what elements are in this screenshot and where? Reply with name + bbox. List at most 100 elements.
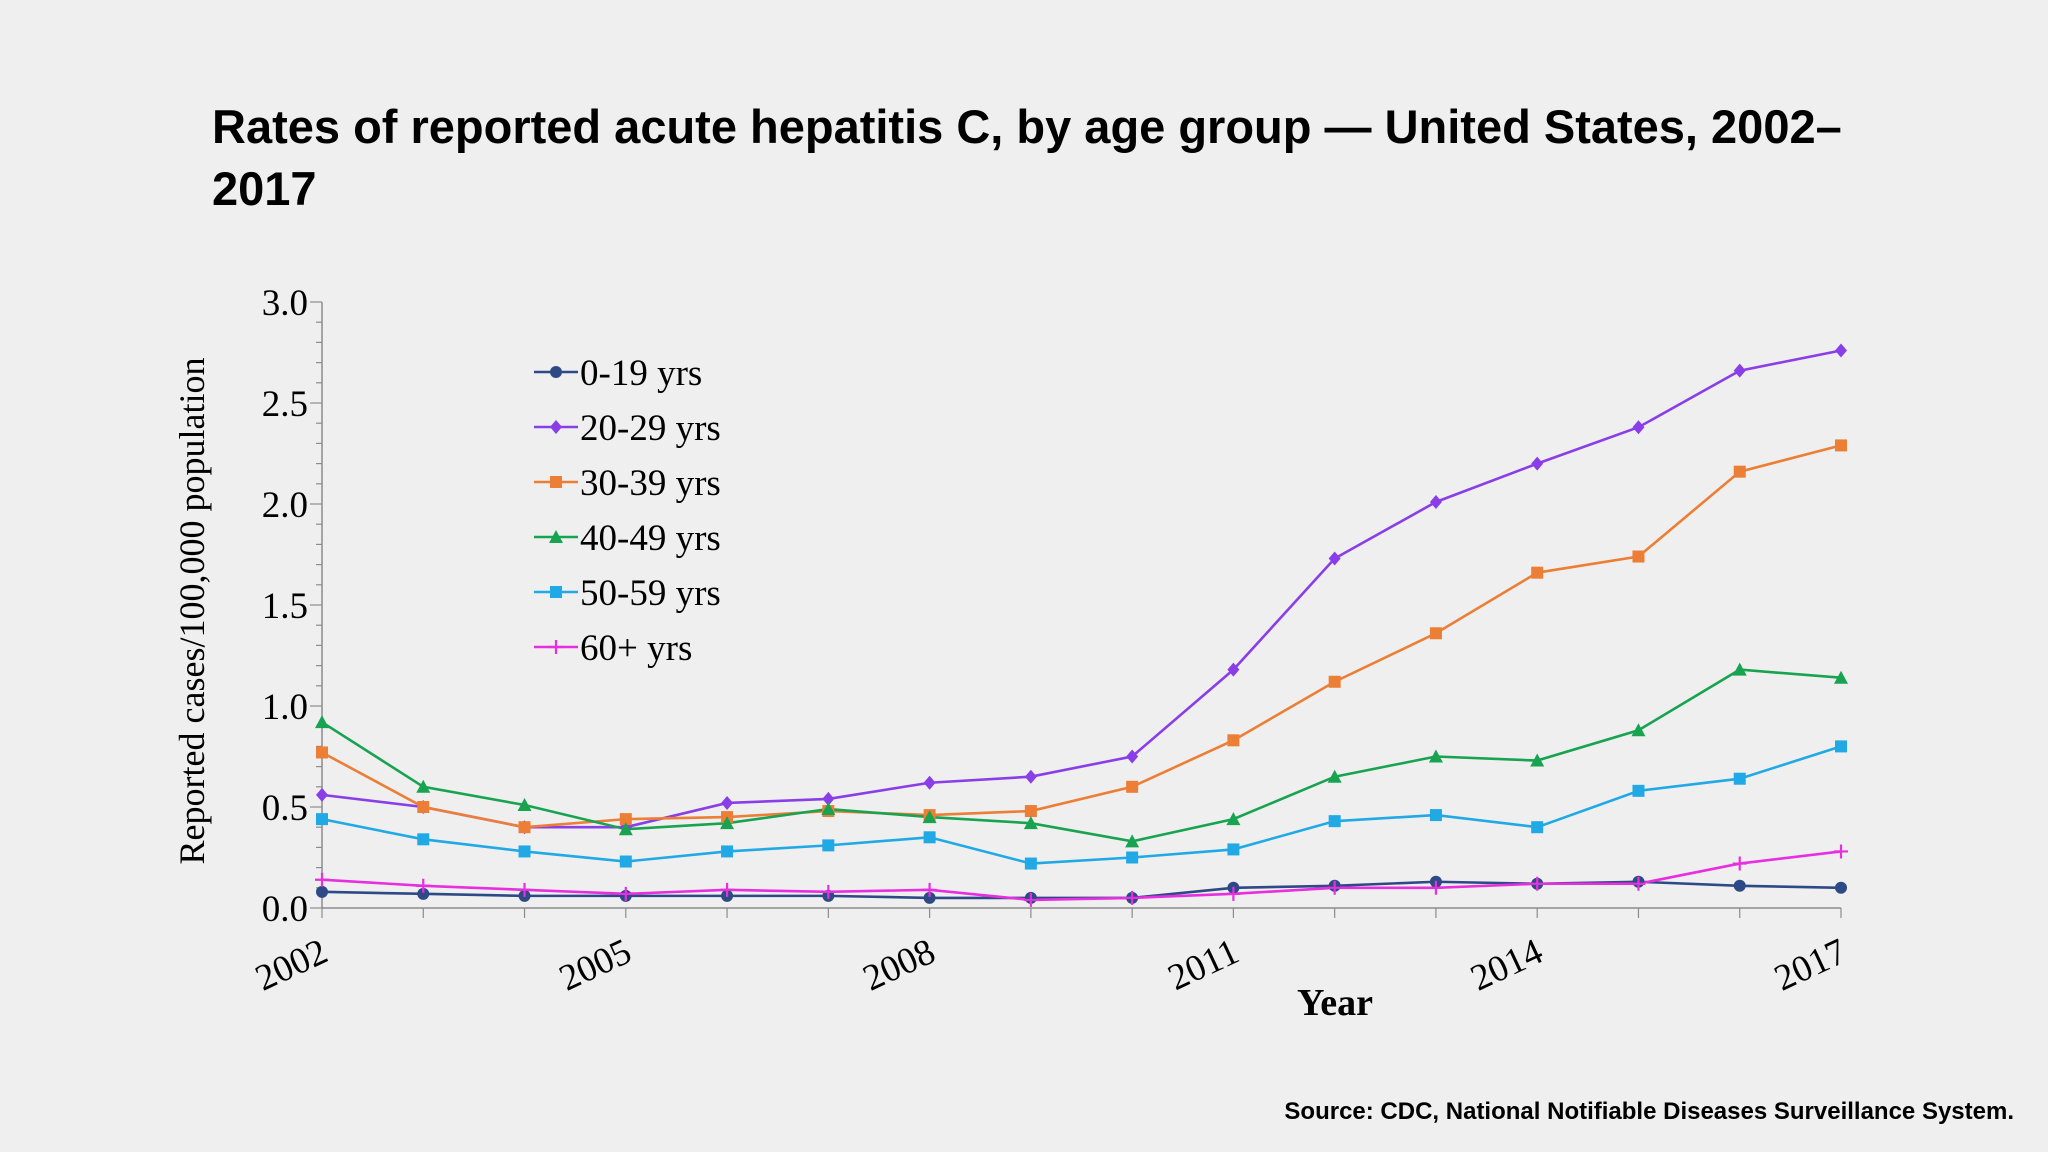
data-point [518, 845, 531, 858]
x-tick-label: 2008 [857, 931, 941, 999]
data-point [1227, 843, 1240, 856]
series-line [321, 668, 1842, 843]
x-tick-label: 2005 [553, 931, 637, 999]
data-point [1024, 857, 1037, 870]
y-tick-label: 2.5 [262, 384, 308, 425]
data-point [1125, 890, 1140, 905]
data-point [1733, 363, 1746, 378]
x-tick-label: 2014 [1465, 931, 1549, 999]
data-point [1835, 439, 1847, 452]
data-point [1126, 749, 1139, 764]
chart-series-markers [315, 343, 1848, 907]
data-point [822, 839, 835, 852]
data-point [1429, 627, 1442, 640]
x-tick-label: 2017 [1768, 931, 1852, 999]
data-point [1428, 880, 1443, 895]
series-line [321, 745, 1842, 865]
data-point [1733, 879, 1746, 892]
data-point [1732, 662, 1747, 676]
data-point [1126, 851, 1139, 864]
series-line [321, 444, 1842, 829]
data-point [1327, 769, 1342, 783]
legend-swatch-marker [549, 640, 563, 654]
data-point [1835, 881, 1847, 894]
data-point [1226, 886, 1241, 901]
legend-swatch-marker [550, 366, 562, 378]
legend-item: 50-59 yrs [534, 573, 721, 614]
legend-item: 40-49 yrs [534, 518, 721, 559]
legend-label: 50-59 yrs [580, 573, 721, 614]
data-point [922, 810, 937, 824]
x-tick-label: 2011 [1162, 931, 1245, 999]
data-point [1632, 550, 1645, 563]
data-point [1328, 675, 1341, 688]
legend-label: 0-19 yrs [580, 353, 702, 394]
data-point [1732, 856, 1747, 871]
data-point [315, 872, 329, 887]
legend-item: 30-39 yrs [534, 463, 721, 504]
data-point [417, 801, 430, 813]
data-point [1428, 749, 1443, 763]
data-point [1328, 551, 1341, 566]
data-point [316, 746, 328, 759]
data-point [1429, 809, 1442, 822]
legend-swatch-marker [550, 586, 562, 598]
data-point [1023, 816, 1038, 830]
y-tick-label: 0.0 [262, 889, 308, 930]
source-note: Source: CDC, National Notifiable Disease… [1284, 1098, 2014, 1125]
data-point [416, 878, 431, 893]
x-axis-label: Year [1297, 982, 1373, 1024]
data-point [923, 891, 936, 904]
data-point [518, 821, 531, 834]
data-point [315, 715, 329, 729]
legend-label: 20-29 yrs [580, 408, 721, 449]
chart-series-lines [321, 349, 1842, 902]
y-tick-label: 1.0 [262, 687, 308, 728]
data-point [416, 779, 431, 793]
data-point [1227, 734, 1240, 747]
data-point [619, 855, 632, 868]
data-point [316, 885, 328, 898]
data-point [923, 831, 936, 844]
data-point [1834, 844, 1848, 859]
legend-swatch-marker [550, 420, 562, 434]
data-point [417, 887, 430, 900]
data-point [1024, 805, 1037, 818]
legend-item: 20-29 yrs [534, 408, 721, 449]
data-point [922, 882, 937, 897]
legend-item: 0-19 yrs [534, 353, 702, 394]
data-point [417, 833, 430, 846]
data-point [720, 816, 735, 830]
data-point [1328, 815, 1341, 828]
data-point [1327, 880, 1342, 895]
data-point [1126, 780, 1139, 793]
y-tick-label: 3.0 [262, 283, 308, 324]
data-point [1226, 812, 1241, 826]
data-point [618, 886, 633, 901]
chart-title: Rates of reported acute hepatitis C, by … [212, 100, 1842, 215]
data-point [1125, 834, 1140, 848]
data-point [822, 791, 835, 806]
y-tick-label: 1.5 [262, 586, 308, 627]
data-point [1530, 753, 1545, 767]
data-point [1835, 740, 1847, 753]
data-point [821, 884, 836, 899]
data-point [923, 775, 936, 790]
data-point [1835, 343, 1847, 358]
data-point [619, 813, 632, 826]
data-point [1024, 769, 1037, 784]
data-point [517, 797, 532, 811]
data-point [618, 822, 633, 836]
data-point [1834, 670, 1848, 684]
data-point [721, 795, 734, 810]
series-line [321, 349, 1842, 829]
data-point [1531, 566, 1544, 579]
data-point [1227, 662, 1240, 677]
y-axis-label: Reported cases/100,000 population [172, 358, 212, 865]
data-point [720, 882, 735, 897]
data-point [517, 882, 532, 897]
legend-label: 40-49 yrs [580, 518, 721, 559]
legend-item: 60+ yrs [534, 628, 692, 669]
data-point [1631, 723, 1646, 737]
